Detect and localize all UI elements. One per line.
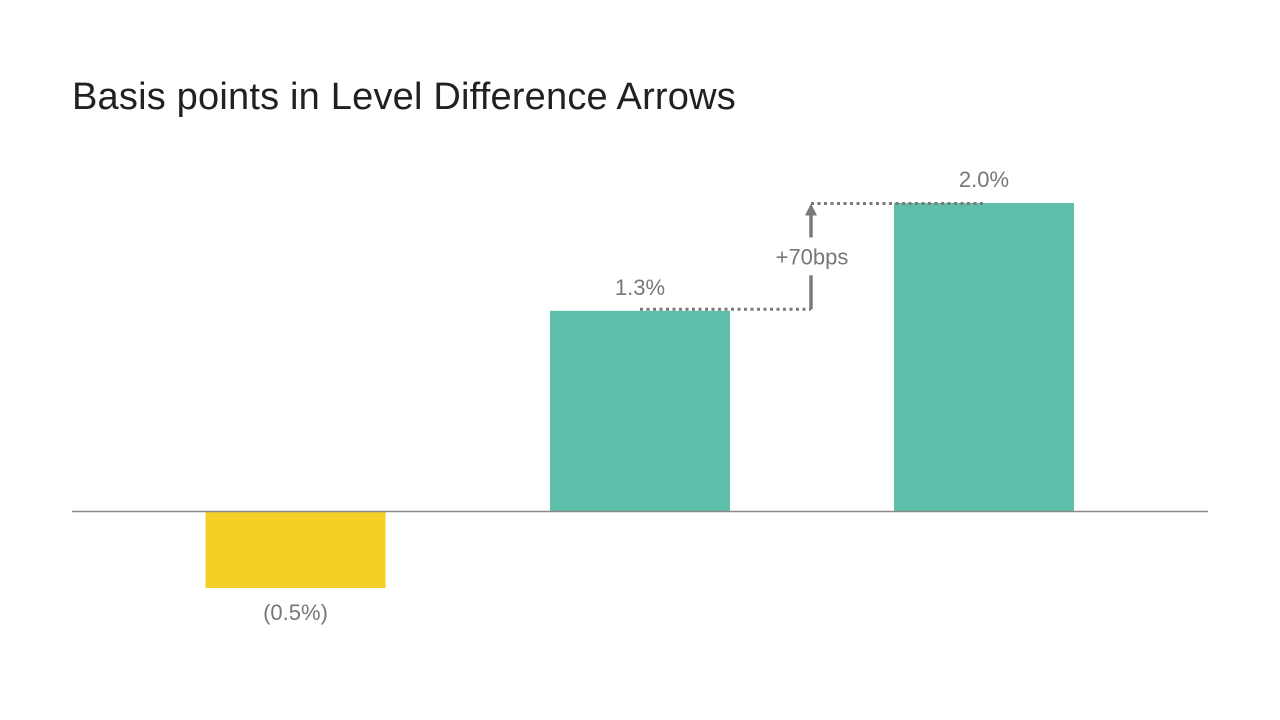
data-label-1: (0.5%) bbox=[263, 600, 328, 625]
bars-group bbox=[205, 203, 1074, 588]
bar-2 bbox=[550, 310, 730, 511]
data-label-3: 2.0% bbox=[959, 167, 1009, 192]
chart-title: Basis points in Level Difference Arrows bbox=[72, 76, 736, 118]
annotation-label: +70bps bbox=[776, 244, 849, 269]
bar-1 bbox=[205, 511, 386, 588]
data-labels-group: (0.5%) 1.3% 2.0% bbox=[263, 167, 1009, 625]
level-difference-annotation: +70bps bbox=[640, 202, 984, 311]
data-label-2: 1.3% bbox=[615, 275, 665, 300]
arrow-head bbox=[805, 203, 817, 216]
bar-3 bbox=[894, 203, 1074, 511]
